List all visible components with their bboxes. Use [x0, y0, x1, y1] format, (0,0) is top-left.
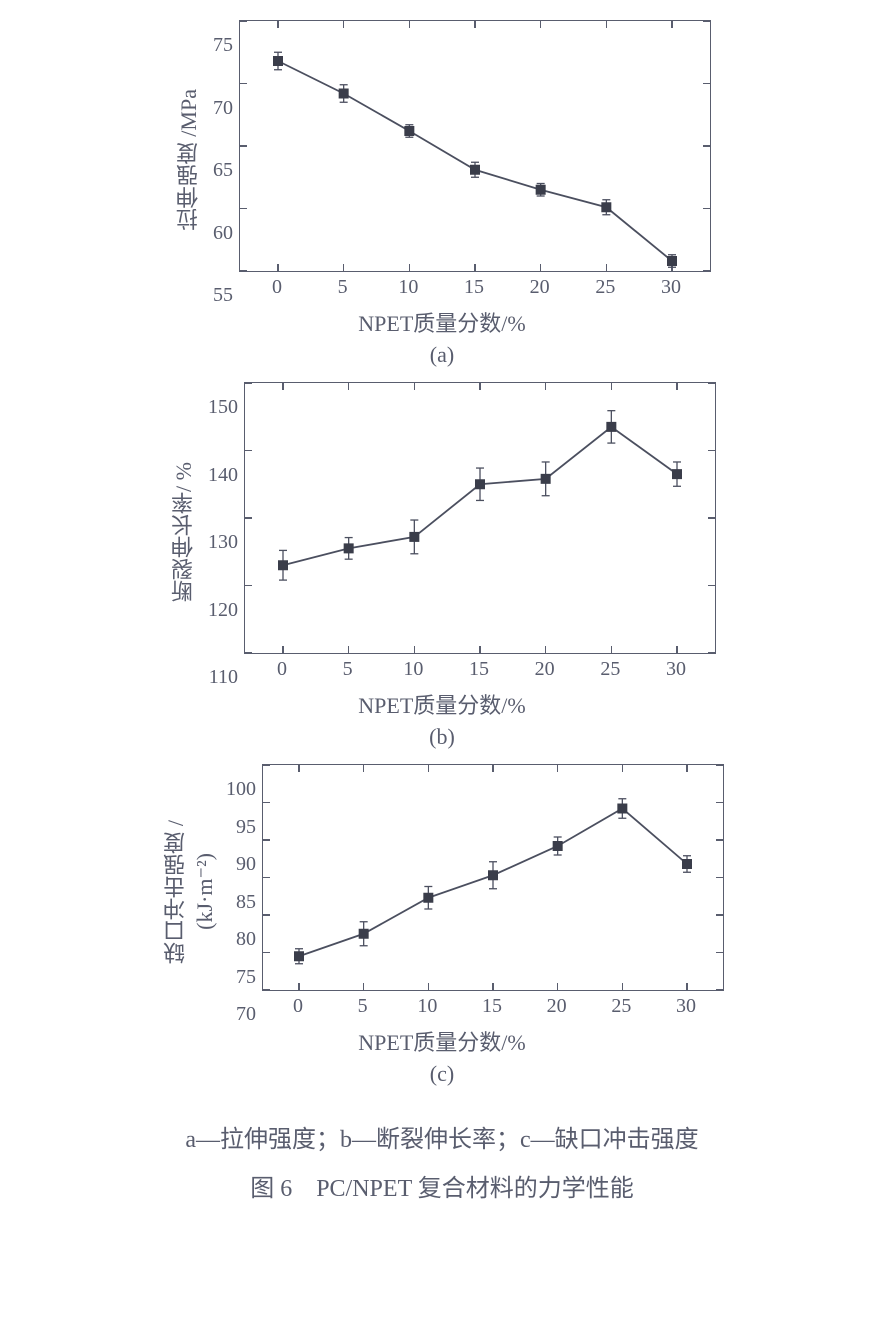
y-axis-label: 断裂伸长率/ %: [168, 462, 200, 602]
x-tick-labels: 051015202530: [244, 658, 714, 682]
x-axis-label: NPET质量分数/%: [358, 1025, 525, 1057]
chart-c: 缺口冲击强度 /(kJ·m⁻²)100959085807570051015202…: [160, 764, 724, 1101]
y-axis-label: 缺口冲击强度 /(kJ·m⁻²): [160, 820, 218, 964]
subplot-label: (b): [429, 724, 455, 750]
data-series: [263, 765, 723, 990]
plot-area: [262, 764, 724, 991]
chart-b: 断裂伸长率/ %150140130120110051015202530 NPET质…: [168, 382, 716, 764]
chart-a: 拉伸强度 /MPa 7570656055051015202530 NPET质量分数/…: [173, 20, 711, 382]
figure-container: 拉伸强度 /MPa7570656055051015202530NPET质量分数/…: [10, 20, 874, 1203]
data-series: [240, 21, 710, 271]
plot-area: [244, 382, 716, 654]
y-tick-labels: 7570656055: [213, 35, 239, 285]
plot-area: [239, 20, 711, 272]
subplot-label: (c): [430, 1061, 454, 1087]
y-axis-label: 拉伸强度 /MPa: [173, 89, 205, 230]
caption-legend: a—拉伸强度；b—断裂伸长率；c—缺口冲击强度: [185, 1119, 698, 1154]
x-axis-label: NPET质量分数/%: [358, 688, 525, 720]
data-series: [245, 383, 715, 653]
subplot-label: (a): [430, 342, 454, 368]
figure-caption: 图 6 PC/NPET 复合材料的力学性能: [250, 1168, 634, 1203]
y-tick-labels: 100959085807570: [226, 779, 262, 1004]
x-axis-label: NPET质量分数/%: [358, 306, 525, 338]
x-tick-labels: 051015202530: [262, 995, 722, 1019]
x-tick-labels: 051015202530: [239, 276, 709, 300]
y-tick-labels: 150140130120110: [208, 397, 244, 667]
